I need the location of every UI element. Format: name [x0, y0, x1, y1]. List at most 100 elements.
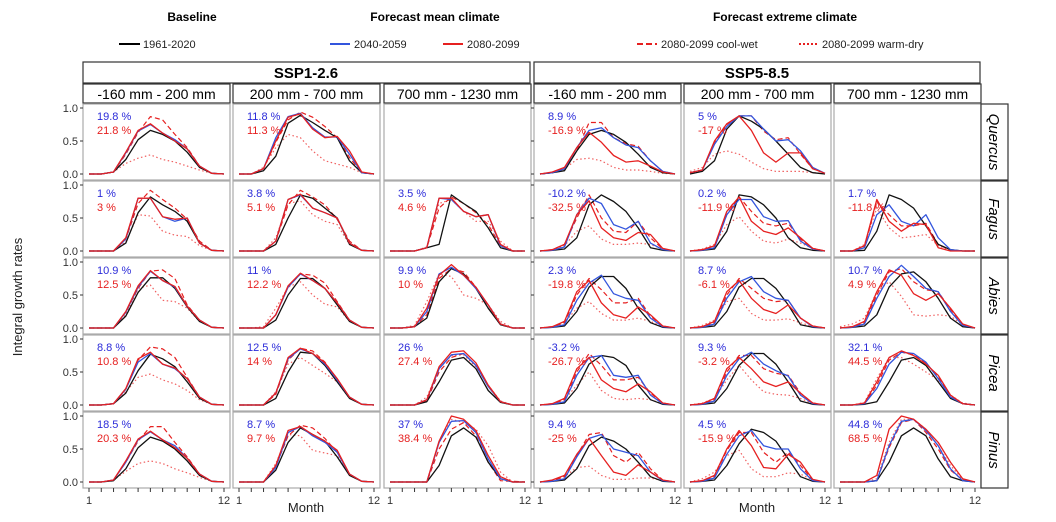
species-strip	[980, 411, 1009, 489]
panel-frame	[232, 334, 381, 412]
panel: 1 12 44.8 % 68.5 %	[833, 411, 982, 507]
band-strip-label: -160 mm - 200 mm	[97, 86, 215, 102]
pct-change-end-label: 68.5 %	[848, 433, 882, 445]
panel: 26 % 27.4 %	[383, 334, 532, 412]
series-baseline-line	[839, 271, 976, 329]
panel-frame	[683, 180, 832, 258]
series-warmdry-line	[539, 157, 676, 175]
series-mid-line	[539, 354, 676, 406]
series-coolwet-line	[539, 277, 676, 329]
y-tick-label: 0.0	[63, 169, 78, 181]
series-end-line	[840, 350, 976, 406]
y-tick-label: 1.0	[63, 334, 78, 346]
panel: 5 % -17 %	[683, 103, 832, 181]
y-tick-label: 0.0	[63, 400, 78, 412]
panel-frame	[383, 334, 532, 412]
panel: 1 12 9.4 % -25 %	[531, 411, 682, 507]
panel-frame	[232, 257, 381, 335]
pct-change-mid-label: 8.8 %	[97, 342, 125, 354]
y-tick-label: 1.0	[63, 411, 78, 423]
x-tick-label: 1	[687, 495, 693, 507]
band-strip-label: -160 mm - 200 mm	[548, 86, 666, 102]
legend: Baseline 1961-2020 Forecast mean climate…	[119, 10, 924, 51]
series-mid-line	[539, 127, 676, 175]
series-baseline-line	[539, 275, 676, 329]
panel: 1 12 37 % 38.4 %	[383, 411, 532, 507]
pct-change-mid-label: 5 %	[698, 111, 717, 123]
series-baseline-line	[689, 428, 826, 483]
legend-title-baseline: Baseline	[167, 10, 217, 24]
panel: 1 12 8.7 % 9.7 %	[232, 411, 381, 507]
pct-change-mid-label: 0.2 %	[698, 188, 726, 200]
series-coolwet-line	[539, 194, 676, 252]
series-end-line	[239, 193, 375, 252]
band-strip	[833, 83, 982, 104]
legend-label-end: 2080-2099	[467, 39, 520, 51]
series-end-line	[689, 115, 826, 174]
series-end-line	[89, 123, 225, 175]
panel: 0.0 0.5 1.0 19.8 % 21.8 %	[63, 103, 231, 181]
pct-change-end-label: 14 %	[247, 356, 272, 368]
series-baseline-line	[539, 354, 676, 406]
x-tick-label: 1	[86, 495, 92, 507]
x-tick-label: 12	[368, 495, 380, 507]
panel	[833, 103, 982, 181]
panel-frame	[82, 103, 231, 181]
panel: 8.9 % -16.9 %	[531, 103, 682, 181]
pct-change-end-label: 12.5 %	[97, 279, 131, 291]
panel: 32.1 % 44.5 %	[833, 334, 982, 412]
pct-change-end-label: -25 %	[548, 433, 577, 445]
panel-grid: 0.0 0.5 1.0 19.8 % 21.8 % 11.8 % 11.3 % 8.9 % -1…	[63, 103, 982, 507]
series-coolwet-line	[539, 352, 676, 406]
panel	[383, 103, 532, 181]
x-axis-title-left: Month	[288, 500, 324, 515]
pct-change-mid-label: 4.5 %	[698, 419, 726, 431]
panel: 2.3 % -19.8 %	[531, 257, 682, 335]
panel: 8.7 % -6.1 %	[683, 257, 832, 335]
pct-change-end-label: 12.2 %	[247, 279, 281, 291]
pct-change-mid-label: -3.2 %	[548, 342, 580, 354]
pct-change-end-label: -11.8 %	[848, 202, 885, 214]
y-tick-label: 0.5	[63, 213, 78, 225]
band-strip	[232, 83, 381, 104]
pct-change-mid-label: 18.5 %	[97, 419, 131, 431]
pct-change-mid-label: 19.8 %	[97, 111, 131, 123]
pct-change-mid-label: 26 %	[398, 342, 423, 354]
series-warmdry-line	[239, 200, 375, 252]
pct-change-end-label: 5.1 %	[247, 202, 275, 214]
pct-change-mid-label: 44.8 %	[848, 419, 882, 431]
species-label: Pinus	[985, 431, 1002, 469]
series-end-line	[840, 198, 975, 252]
pct-change-mid-label: 37 %	[398, 419, 423, 431]
series-end-line	[89, 430, 225, 483]
species-strip	[980, 334, 1009, 412]
pct-change-end-label: 38.4 %	[398, 433, 432, 445]
panel: 11 % 12.2 %	[232, 257, 381, 335]
series-baseline-line	[689, 352, 826, 406]
series-coolwet-line	[89, 189, 225, 252]
pct-change-end-label: -6.1 %	[698, 279, 730, 291]
strip-ssp126	[82, 61, 531, 84]
pct-change-end-label: -26.7 %	[548, 356, 586, 368]
panel: 0.0 0.5 1.0 10.9 % 12.5 %	[63, 257, 231, 335]
y-tick-label: 1.0	[63, 103, 78, 115]
y-tick-label: 0.5	[63, 367, 78, 379]
series-mid-line	[689, 351, 826, 406]
series-warmdry-line	[689, 150, 826, 174]
series-coolwet-line	[839, 268, 976, 329]
pct-change-mid-label: 32.1 %	[848, 342, 882, 354]
pct-change-end-label: -15.9 %	[698, 433, 736, 445]
series-end-line	[390, 197, 525, 252]
panel: 9.3 % -3.2 %	[683, 334, 832, 412]
pct-change-end-label: -16.9 %	[548, 125, 586, 137]
series-end-line	[390, 415, 525, 483]
pct-change-end-label: 10 %	[398, 279, 423, 291]
panel-frame	[383, 180, 532, 258]
strip-ssp126-label: SSP1-2.6	[274, 65, 338, 82]
species-strip	[980, 257, 1009, 335]
species-label: Abies	[985, 276, 1002, 315]
panel: 3.5 % 4.6 %	[383, 180, 532, 258]
pct-change-end-label: 4.9 %	[848, 279, 876, 291]
pct-change-mid-label: 2.3 %	[548, 265, 576, 277]
